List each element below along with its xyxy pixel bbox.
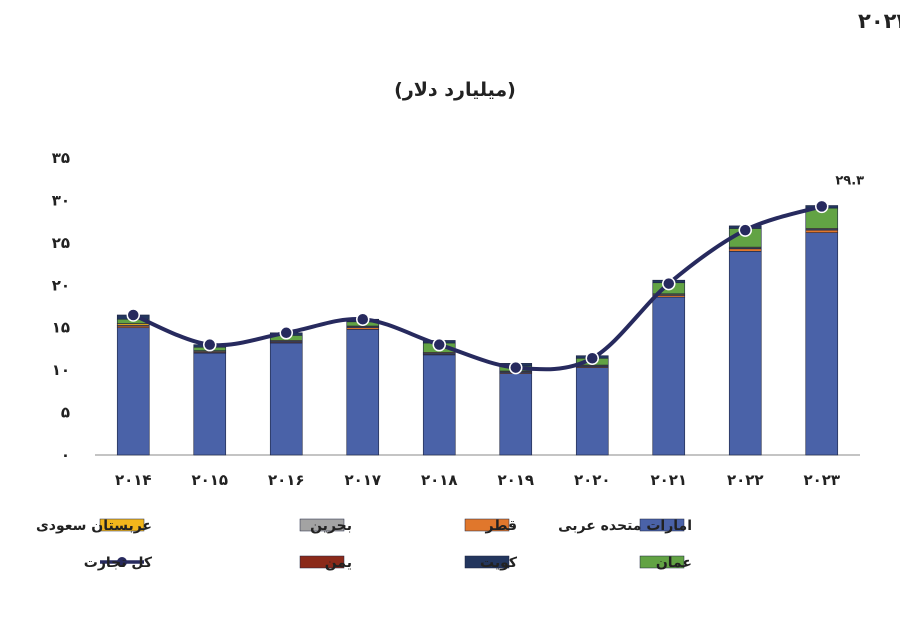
- legend-item: یمن: [299, 555, 352, 571]
- total-marker: [509, 360, 523, 375]
- bars: [116, 205, 839, 456]
- y-axis-ticks: ۰ ۵ ۱۰ ۱۵ ۲۰ ۲۵ ۳۰ ۳۵: [52, 149, 70, 464]
- legend-swatch: [639, 518, 685, 532]
- bar-segment: [575, 367, 609, 456]
- legend-swatch: [639, 555, 685, 569]
- legend-swatch: [299, 518, 345, 532]
- legend-label: کویت: [480, 555, 518, 571]
- total-marker: [126, 308, 140, 322]
- bar-segment: [422, 354, 456, 456]
- legend-item: بحرین: [299, 518, 352, 534]
- chart-subtitle: (میلیارد دلار): [394, 79, 516, 101]
- bar-segment: [346, 329, 380, 456]
- legend-swatch: [464, 555, 510, 569]
- y-tick-label: ۳۵: [52, 149, 70, 167]
- legend-label: کل تجارت: [84, 555, 153, 571]
- x-tick-label: ۲۰۱۴: [115, 471, 152, 489]
- x-tick-label: ۲۰۲۰: [574, 471, 611, 489]
- y-tick-label: ۳۰: [52, 191, 70, 209]
- total-trade-markers: [126, 199, 829, 375]
- total-marker: [432, 337, 446, 352]
- total-last-data-label: ۲۹.۳: [835, 173, 864, 188]
- x-tick-label: ۲۰۲۲: [727, 471, 764, 489]
- total-marker: [662, 276, 676, 291]
- legend-swatch: [464, 518, 510, 532]
- legend-item: عمان: [639, 555, 692, 571]
- bar-segment: [499, 373, 533, 456]
- legend-label: یمن: [325, 555, 352, 571]
- legend-label: عمان: [656, 555, 692, 571]
- x-tick-label: ۲۰۱۸: [421, 471, 458, 489]
- legend-swatch: [299, 555, 345, 569]
- x-axis-ticks: ۲۰۱۴ ۲۰۱۵ ۲۰۱۶ ۲۰۱۷ ۲۰۱۸ ۲۰۱۹ ۲۰۲۰ ۲۰۲۱ ۲۰۲۲ ۲۰۲۳: [115, 471, 840, 489]
- total-marker: [738, 223, 752, 237]
- bar-segment: [728, 251, 762, 456]
- bar-segment: [269, 342, 303, 456]
- total-trade-line: [132, 204, 823, 372]
- x-tick-label: ۲۰۲۳: [803, 471, 840, 489]
- legend-item: کل تجارت: [84, 555, 153, 571]
- legend-item: قطر: [464, 518, 517, 534]
- bar-segment: [652, 296, 686, 456]
- bar-segment: [116, 327, 150, 456]
- total-marker: [279, 326, 293, 340]
- y-tick-label: ۲۰: [52, 276, 70, 294]
- chart-title: ارزش کل تجارت ایران با کشورهای جنوب خلیج…: [858, 9, 900, 33]
- bar-segment: [805, 229, 839, 233]
- total-marker: [815, 199, 829, 214]
- legend-item: کویت: [464, 555, 518, 571]
- y-tick-label: ۲۵: [52, 234, 70, 252]
- bar-segment: [193, 352, 227, 456]
- total-marker: [203, 337, 217, 352]
- legend-item: عربستان سعودی: [36, 518, 152, 534]
- bar-segment: [805, 232, 839, 456]
- legend-item: امارات متحده عربی: [558, 518, 692, 534]
- legend-label: عربستان سعودی: [36, 518, 152, 534]
- total-marker: [356, 312, 370, 326]
- x-tick-label: ۲۰۱۶: [268, 471, 305, 489]
- legend: امارات متحده عربی قطر بحرین عربستان سعودی عم…: [36, 518, 692, 571]
- legend-label: بحرین: [310, 518, 352, 534]
- y-tick-label: ۱۵: [52, 319, 70, 337]
- y-tick-label: ۱۰: [52, 361, 70, 379]
- legend-swatch: [99, 518, 145, 532]
- x-tick-label: ۲۰۱۹: [497, 471, 534, 489]
- legend-label: قطر: [484, 518, 517, 534]
- total-marker: [585, 351, 599, 366]
- x-tick-label: ۲۰۱۵: [191, 471, 228, 489]
- legend-label: امارات متحده عربی: [558, 518, 692, 534]
- bar-segment: [728, 248, 762, 252]
- x-tick-label: ۲۰۲۱: [650, 471, 687, 489]
- y-tick-label: ۵: [61, 404, 70, 422]
- x-tick-label: ۲۰۱۷: [344, 471, 381, 489]
- legend-marker: [117, 557, 127, 567]
- y-tick-label: ۰: [61, 446, 70, 464]
